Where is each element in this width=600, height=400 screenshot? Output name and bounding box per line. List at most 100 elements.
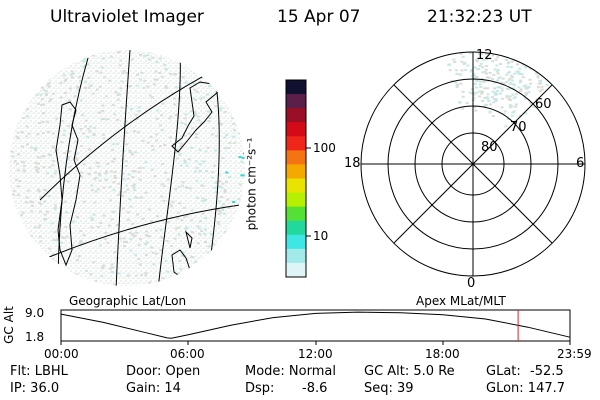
emission-pixel <box>103 237 107 240</box>
emission-pixel <box>80 171 84 174</box>
polar-emission-pixel <box>492 101 496 104</box>
emission-pixel <box>72 55 76 58</box>
emission-pixel <box>196 225 200 228</box>
emission-pixel <box>38 156 42 159</box>
emission-pixel <box>217 200 221 203</box>
polar-emission-pixel <box>483 104 487 107</box>
emission-pixel <box>217 185 221 188</box>
emission-pixel <box>74 273 78 276</box>
polar-emission-pixel <box>488 110 492 113</box>
emission-pixel <box>179 145 183 148</box>
emission-pixel <box>66 158 70 161</box>
emission-pixel <box>20 131 24 134</box>
emission-pixel <box>226 80 230 83</box>
polar-emission-pixel <box>517 71 521 74</box>
polar-emission-pixel <box>527 91 531 94</box>
emission-pixel <box>173 56 177 59</box>
emission-pixel <box>75 159 79 162</box>
emission-pixel <box>23 238 27 241</box>
emission-pixel <box>64 172 68 175</box>
emission-pixel <box>242 52 245 55</box>
emission-pixel <box>15 104 19 107</box>
info-mode: Mode: Normal <box>245 364 336 379</box>
emission-pixel <box>108 267 112 270</box>
emission-pixel <box>125 72 129 75</box>
colorbar-band <box>286 164 306 179</box>
emission-pixel <box>139 196 143 199</box>
emission-pixel <box>227 107 231 110</box>
polar-emission-pixel <box>506 65 510 68</box>
emission-pixel <box>195 196 199 199</box>
emission-pixel <box>40 104 44 106</box>
emission-pixel <box>31 288 34 290</box>
colorbar-tick-10: 10 <box>313 229 329 243</box>
polar-emission-pixel <box>509 82 513 85</box>
emission-pixel <box>165 240 169 243</box>
polar-emission-pixel <box>493 87 497 90</box>
emission-pixel <box>53 63 57 66</box>
emission-pixel <box>33 226 37 229</box>
emission-pixel <box>223 67 227 70</box>
emission-pixel <box>225 180 228 183</box>
polar-emission-pixel <box>479 45 482 47</box>
emission-pixel <box>216 221 220 224</box>
emission-pixel <box>40 98 44 101</box>
colorbar-unit-label: photon cm⁻²s⁻¹ <box>244 137 259 231</box>
observation-time: 21:32:23 UT <box>427 7 532 27</box>
emission-pixel <box>56 237 60 240</box>
polar-emission-pixel <box>481 99 484 102</box>
emission-pixel <box>113 171 117 173</box>
emission-pixel <box>197 269 201 272</box>
emission-pixel <box>97 172 101 175</box>
polar-emission-pixel <box>495 90 499 92</box>
polar-emission-pixel <box>505 94 509 97</box>
emission-pixel <box>140 274 144 277</box>
emission-pixel <box>59 96 63 99</box>
polar-emission-pixel <box>507 61 511 64</box>
emission-pixel <box>122 178 126 181</box>
observation-date: 15 Apr 07 <box>277 7 361 27</box>
emission-pixel <box>98 85 102 88</box>
emission-pixel <box>190 219 194 222</box>
polar-emission-pixel <box>475 76 479 78</box>
emission-pixel <box>150 96 154 99</box>
emission-pixel <box>64 200 67 203</box>
emission-pixel <box>203 233 207 236</box>
emission-pixel <box>119 59 123 62</box>
colorbar-band <box>286 178 306 194</box>
emission-pixel <box>44 268 48 271</box>
emission-pixel <box>179 268 183 270</box>
colorbar-band <box>286 150 306 165</box>
emission-pixel <box>226 92 230 95</box>
emission-pixel <box>25 125 29 128</box>
emission-pixel <box>214 105 218 108</box>
emission-pixel <box>124 120 128 123</box>
emission-pixel <box>134 254 138 257</box>
polar-emission-pixel <box>485 72 488 75</box>
emission-pixel <box>102 186 106 189</box>
emission-pixel <box>132 186 136 189</box>
emission-pixel <box>98 179 102 182</box>
emission-pixel <box>232 106 236 109</box>
colorbar-tick-100: 100 <box>313 141 336 155</box>
emission-pixel <box>241 157 245 159</box>
emission-pixel <box>51 164 55 167</box>
polar-emission-pixel <box>529 102 533 105</box>
emission-pixel <box>218 91 222 93</box>
emission-pixel <box>25 74 29 77</box>
emission-pixel <box>124 131 128 134</box>
emission-pixel <box>91 54 95 57</box>
colorbar-band <box>286 122 306 137</box>
polar-emission-pixel <box>510 60 514 63</box>
emission-pixel <box>144 254 148 256</box>
emission-pixel <box>155 117 159 120</box>
emission-pixel <box>210 133 214 136</box>
emission-pixel <box>37 189 40 191</box>
polar-emission-pixel <box>448 69 452 72</box>
emission-pixel <box>99 71 103 74</box>
emission-pixel <box>132 189 136 192</box>
emission-pixel <box>55 239 59 242</box>
emission-pixel <box>55 149 59 151</box>
emission-pixel <box>243 274 245 277</box>
emission-pixel <box>132 235 136 238</box>
